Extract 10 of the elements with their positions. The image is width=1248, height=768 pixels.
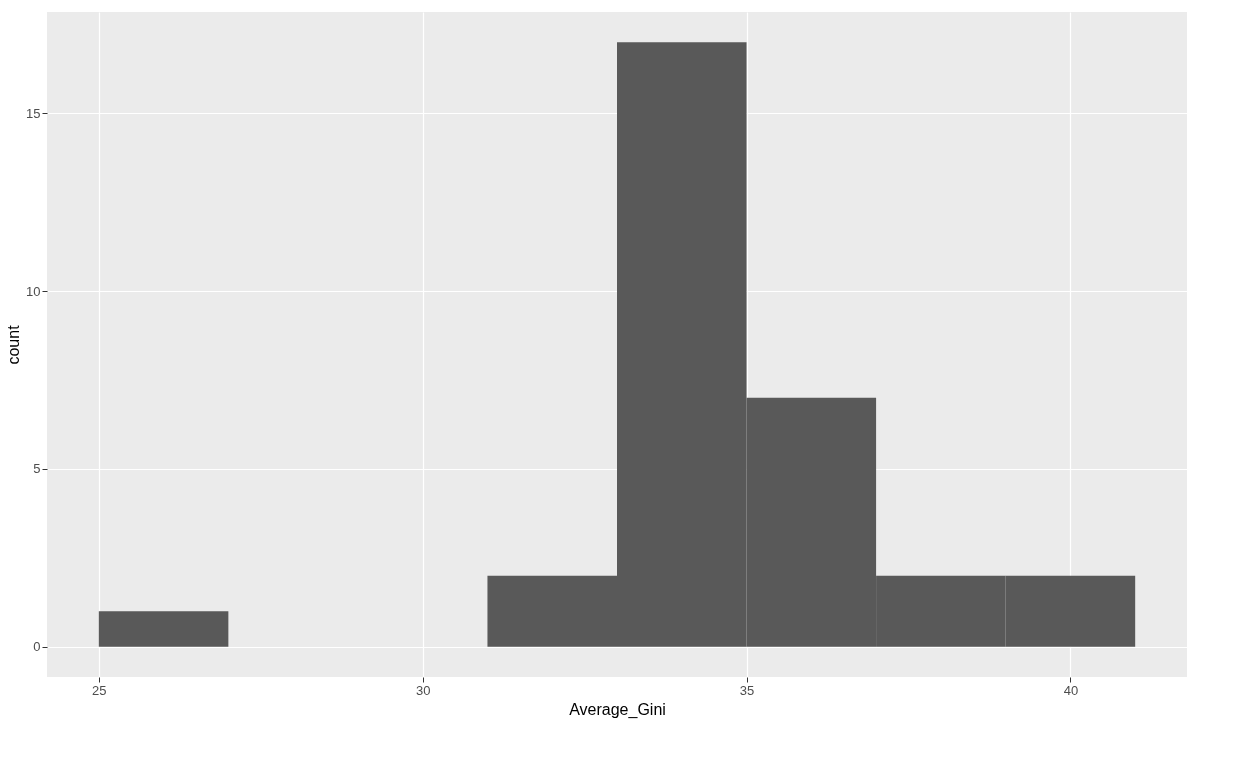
y-tick-label: 10	[26, 283, 41, 299]
x-tick-label: 40	[1063, 682, 1079, 698]
y-tick-label: 0	[33, 639, 41, 655]
x-axis-title: Average_Gini	[569, 700, 666, 719]
y-axis-title: count	[5, 324, 23, 365]
x-tick-label: 25	[92, 682, 107, 698]
y-tick-label: 15	[26, 105, 41, 121]
y-tick-label: 5	[33, 461, 41, 477]
x-tick-label: 35	[739, 682, 755, 698]
x-tick-label: 30	[415, 682, 431, 698]
